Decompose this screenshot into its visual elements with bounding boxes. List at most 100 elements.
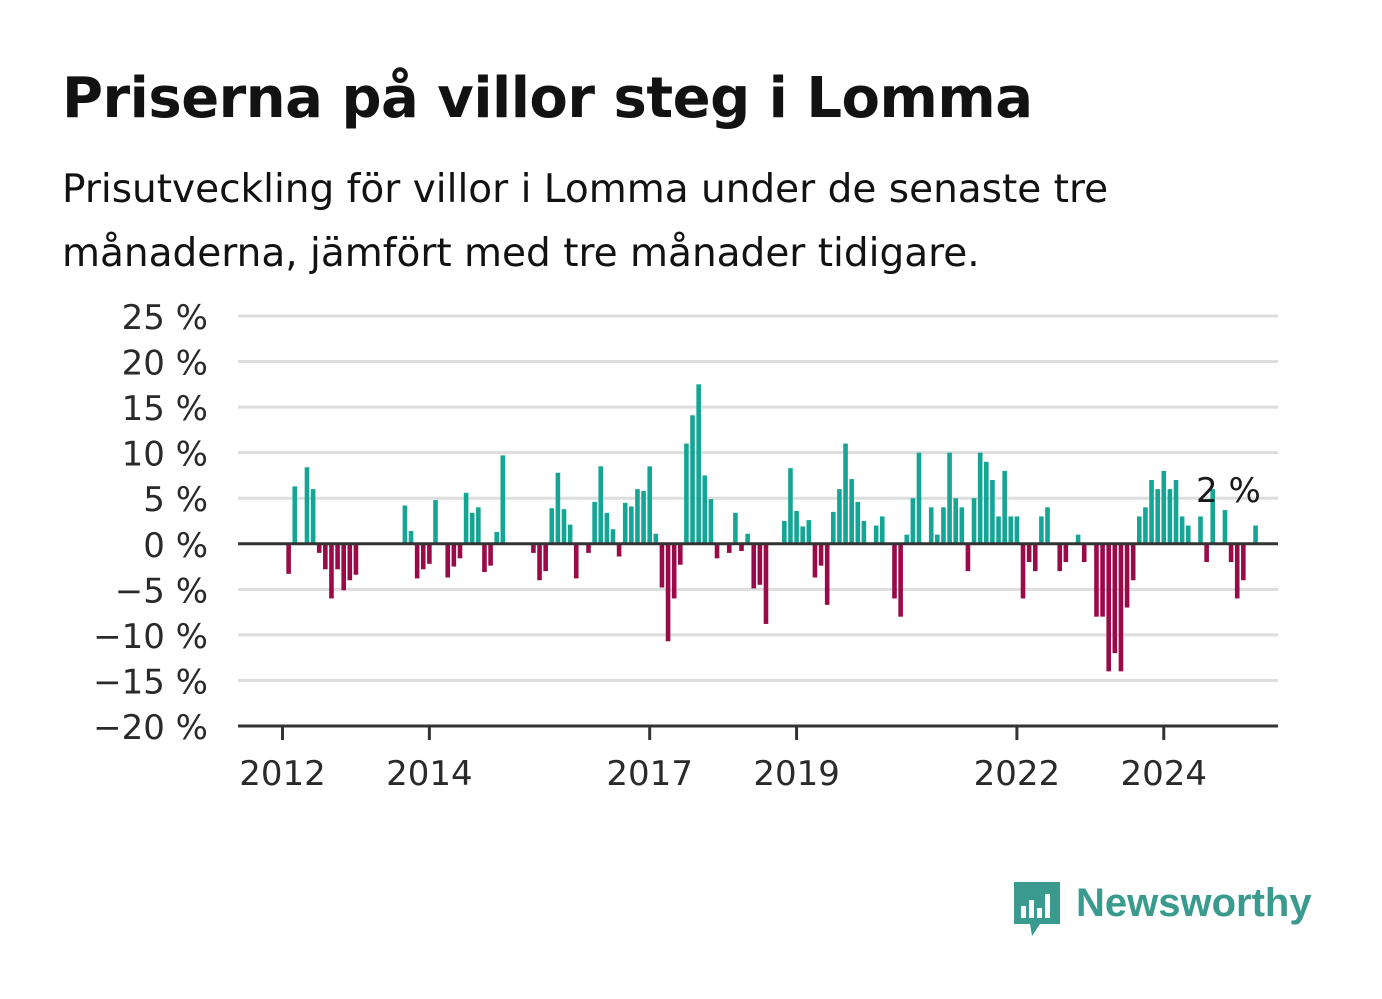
bar (824, 543, 830, 605)
bar (659, 543, 665, 588)
bar (708, 499, 714, 544)
bar (904, 534, 910, 544)
bar (433, 500, 438, 544)
bar (928, 507, 934, 544)
y-tick-label: −15 % (93, 662, 208, 702)
bar (1112, 543, 1118, 654)
bar (1155, 489, 1160, 544)
bar (353, 543, 359, 575)
bar (1173, 480, 1179, 544)
bar (1002, 470, 1007, 544)
bar-chart: 25 % 20 % 15 % 10 % 5 % 0 % −5 % −10 % −15 % −20 … (93, 298, 1278, 794)
y-tick-label: −5 % (115, 571, 208, 611)
bar (1100, 543, 1105, 617)
bar (427, 543, 432, 564)
bar (445, 543, 451, 578)
bar (1045, 507, 1050, 544)
bar (947, 452, 952, 544)
bar (953, 498, 958, 544)
bar (684, 443, 689, 544)
bar (592, 501, 597, 544)
bar (1124, 543, 1130, 608)
bar (1234, 543, 1240, 599)
bar (733, 512, 738, 544)
bar (555, 472, 561, 544)
bar (965, 543, 971, 572)
bar (463, 492, 469, 544)
bar (782, 521, 787, 544)
bar (977, 452, 983, 544)
bar (1063, 543, 1069, 562)
bar (726, 543, 732, 553)
bar (622, 502, 628, 544)
bar (1228, 543, 1234, 562)
bar (702, 475, 708, 544)
brand-name: Newsworthy (1076, 880, 1312, 925)
bar (678, 543, 683, 565)
bar (959, 507, 965, 544)
bar (996, 516, 1001, 544)
y-tick-label: −10 % (93, 617, 208, 657)
bar (1161, 470, 1167, 544)
bar (837, 489, 842, 544)
bar (1094, 543, 1099, 617)
bar (457, 543, 463, 559)
y-tick-label: −20 % (93, 708, 208, 748)
bar (494, 531, 499, 544)
bar (1204, 543, 1209, 562)
bar (763, 543, 769, 624)
bar (739, 543, 744, 552)
brand: Newsworthy (1010, 878, 1312, 942)
axes (238, 542, 1278, 728)
bar (573, 543, 579, 579)
bar (1026, 543, 1032, 562)
bar (1179, 516, 1185, 544)
bar (990, 480, 995, 544)
y-tick-label: 5 % (143, 480, 208, 520)
bar (482, 543, 487, 573)
bar (751, 543, 757, 589)
y-tick-label: 20 % (122, 344, 208, 384)
bar (598, 466, 604, 544)
bar (757, 543, 763, 585)
chart-title: Priserna på villor steg i Lomma (62, 66, 1033, 131)
bar (745, 533, 750, 544)
bar (616, 543, 622, 557)
bar (1185, 525, 1191, 544)
bar (451, 543, 457, 567)
bar (586, 543, 591, 553)
bar (641, 490, 646, 544)
bar (402, 505, 408, 544)
annotations: 2 % (1196, 471, 1261, 511)
bar (1241, 543, 1246, 581)
bar (1032, 543, 1038, 572)
grid-lines (238, 314, 1278, 682)
bar (812, 543, 818, 578)
bar (916, 452, 922, 544)
bar (849, 479, 854, 544)
bar (690, 415, 695, 544)
x-tick-label: 2019 (753, 754, 840, 794)
bar (537, 543, 542, 581)
bar (806, 520, 812, 544)
y-tick-label: 25 % (122, 298, 208, 338)
bar (414, 543, 420, 579)
bar (476, 507, 481, 544)
bar (788, 468, 793, 544)
bar (420, 543, 426, 570)
bar (286, 543, 291, 574)
bar (696, 384, 701, 544)
bar (567, 524, 573, 544)
bar (610, 529, 616, 544)
bar (561, 509, 567, 544)
bar (310, 489, 316, 544)
bar (843, 443, 848, 544)
newsworthy-logo-icon (1014, 882, 1060, 936)
bar (800, 526, 805, 544)
bar (1149, 480, 1154, 544)
bar (892, 543, 897, 599)
latest-value-label: 2 % (1196, 471, 1261, 511)
bar (935, 534, 940, 544)
bar (831, 511, 836, 544)
bar (1167, 489, 1173, 544)
